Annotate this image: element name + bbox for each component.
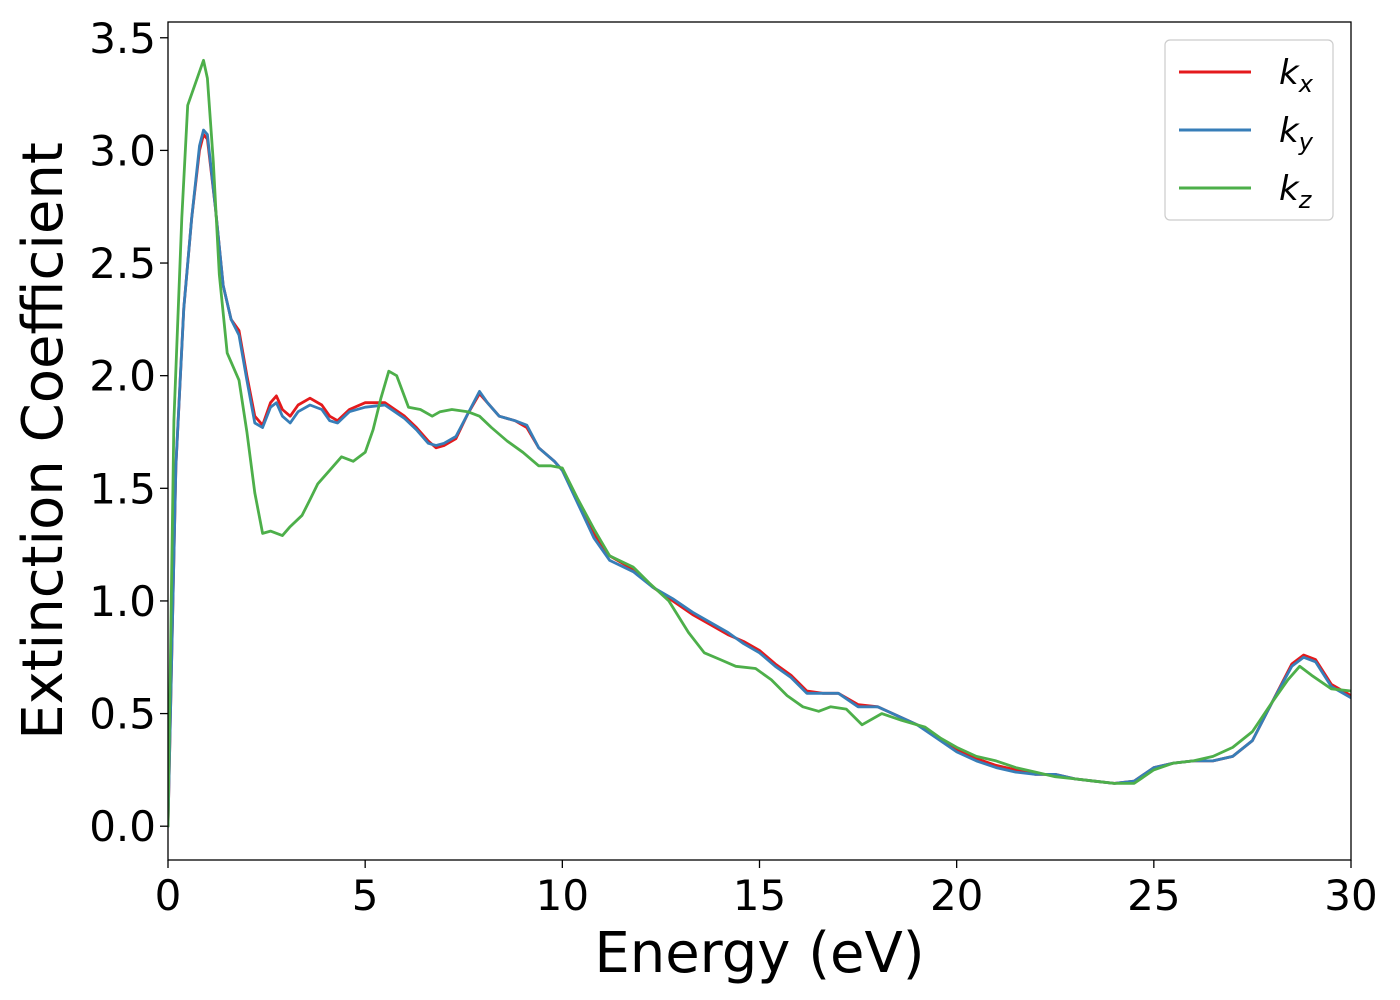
y-tick-label: 3.5 (89, 14, 156, 63)
legend-label-kx: kx (1279, 53, 1314, 98)
x-tick-label: 10 (536, 871, 589, 920)
y-tick-label: 1.5 (89, 464, 156, 513)
legend: kx ky kz (1164, 39, 1334, 221)
x-tick-label: 0 (155, 871, 182, 920)
series-layer (168, 58, 1351, 828)
y-tick-label: 0.0 (89, 802, 156, 851)
x-tick-label: 15 (733, 871, 786, 920)
x-tick-label: 20 (930, 871, 983, 920)
x-tick-label: 25 (1127, 871, 1180, 920)
series-line-kz (168, 58, 1351, 828)
x-axis-title: Energy (eV) (594, 921, 924, 986)
y-tick-label: 0.5 (89, 690, 156, 739)
legend-label-kz: kz (1279, 169, 1313, 214)
x-axis: 0 5 10 15 20 25 30 (155, 860, 1378, 920)
y-tick-label: 1.0 (89, 577, 156, 626)
x-tick-label: 30 (1324, 871, 1377, 920)
x-tick-label: 5 (352, 871, 379, 920)
y-tick-label: 3.0 (89, 126, 156, 175)
legend-label-ky: ky (1279, 111, 1314, 156)
y-tick-label: 2.5 (89, 239, 156, 288)
y-axis-title: Extinction Coefficient (11, 142, 76, 740)
y-axis: 0.0 0.5 1.0 1.5 2.0 2.5 3.0 3.5 (89, 14, 168, 851)
y-tick-label: 2.0 (89, 352, 156, 401)
